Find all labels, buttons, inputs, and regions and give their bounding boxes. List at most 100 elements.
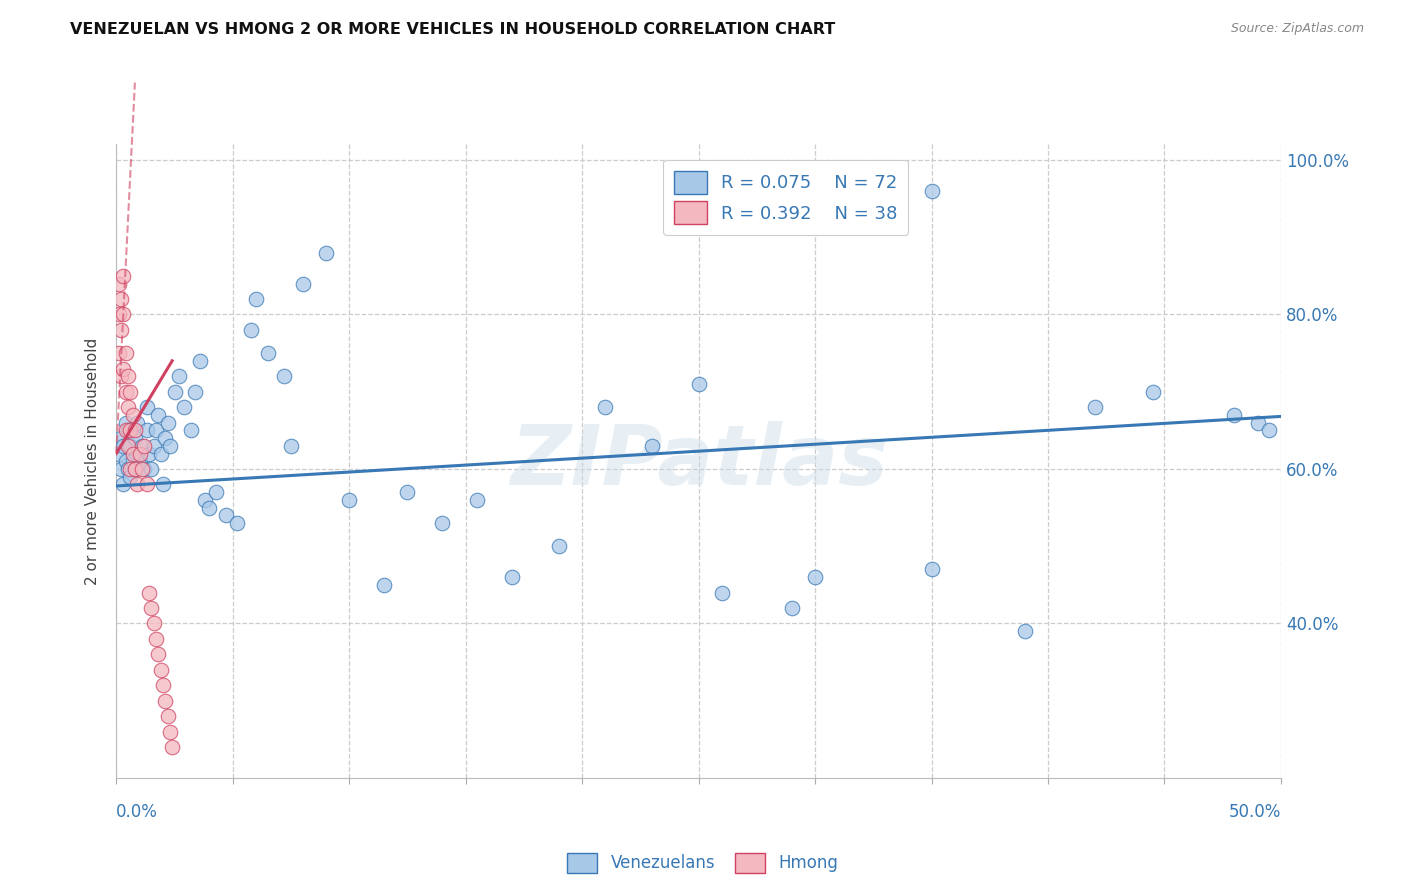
Point	[315, 245, 337, 260]
Point	[851, 215, 873, 229]
Point	[1246, 416, 1268, 430]
Point	[120, 384, 142, 399]
Point	[120, 439, 142, 453]
Point	[159, 724, 181, 739]
Point	[780, 601, 803, 615]
Point	[121, 423, 143, 437]
Point	[145, 423, 167, 437]
Point	[114, 416, 136, 430]
Point	[149, 663, 172, 677]
Point	[156, 709, 179, 723]
Point	[226, 516, 249, 530]
Point	[153, 431, 176, 445]
Point	[205, 485, 228, 500]
Point	[180, 423, 202, 437]
Point	[804, 570, 827, 584]
Point	[114, 423, 136, 437]
Point	[1084, 400, 1107, 414]
Point	[291, 277, 314, 291]
Point	[135, 423, 157, 437]
Point	[337, 492, 360, 507]
Point	[128, 454, 150, 468]
Point	[114, 454, 136, 468]
Point	[595, 400, 617, 414]
Legend: R = 0.075    N = 72, R = 0.392    N = 38: R = 0.075 N = 72, R = 0.392 N = 38	[664, 160, 908, 235]
Point	[131, 439, 153, 453]
Point	[110, 431, 132, 445]
Point	[128, 446, 150, 460]
Y-axis label: 2 or more Vehicles in Household: 2 or more Vehicles in Household	[86, 337, 100, 585]
Point	[135, 400, 157, 414]
Point	[110, 369, 132, 384]
Point	[641, 439, 664, 453]
Point	[117, 400, 139, 414]
Point	[921, 562, 943, 576]
Point	[153, 694, 176, 708]
Point	[396, 485, 419, 500]
Point	[373, 578, 395, 592]
Point	[141, 462, 163, 476]
Point	[688, 376, 710, 391]
Point	[112, 477, 135, 491]
Point	[107, 307, 129, 321]
Point	[127, 416, 149, 430]
Point	[110, 462, 132, 476]
Point	[160, 740, 183, 755]
Point	[159, 439, 181, 453]
Point	[124, 462, 146, 476]
Text: 0.0%: 0.0%	[117, 804, 157, 822]
Point	[167, 369, 190, 384]
Point	[138, 585, 160, 599]
Point	[107, 346, 129, 360]
Point	[173, 400, 195, 414]
Point	[184, 384, 207, 399]
Point	[110, 292, 132, 306]
Point	[121, 454, 143, 468]
Text: 50.0%: 50.0%	[1229, 804, 1281, 822]
Legend: Venezuelans, Hmong: Venezuelans, Hmong	[561, 847, 845, 880]
Point	[141, 601, 163, 615]
Point	[120, 423, 142, 437]
Point	[194, 492, 217, 507]
Point	[465, 492, 488, 507]
Point	[256, 346, 278, 360]
Text: VENEZUELAN VS HMONG 2 OR MORE VEHICLES IN HOUSEHOLD CORRELATION CHART: VENEZUELAN VS HMONG 2 OR MORE VEHICLES I…	[70, 22, 835, 37]
Point	[188, 353, 211, 368]
Point	[112, 361, 135, 376]
Point	[1258, 423, 1281, 437]
Point	[152, 477, 174, 491]
Point	[710, 585, 733, 599]
Point	[110, 323, 132, 337]
Point	[114, 384, 136, 399]
Point	[107, 446, 129, 460]
Point	[156, 416, 179, 430]
Point	[134, 462, 156, 476]
Point	[1142, 384, 1164, 399]
Point	[921, 184, 943, 198]
Text: Source: ZipAtlas.com: Source: ZipAtlas.com	[1230, 22, 1364, 36]
Point	[240, 323, 263, 337]
Point	[138, 446, 160, 460]
Point	[280, 439, 302, 453]
Point	[142, 616, 165, 631]
Point	[152, 678, 174, 692]
Point	[148, 648, 170, 662]
Point	[114, 346, 136, 360]
Text: ZIPatlas: ZIPatlas	[510, 421, 887, 501]
Point	[124, 423, 146, 437]
Point	[134, 439, 156, 453]
Point	[112, 307, 135, 321]
Point	[117, 369, 139, 384]
Point	[107, 277, 129, 291]
Point	[148, 408, 170, 422]
Point	[1223, 408, 1246, 422]
Point	[117, 462, 139, 476]
Point	[135, 477, 157, 491]
Point	[245, 292, 267, 306]
Point	[432, 516, 454, 530]
Point	[127, 477, 149, 491]
Point	[215, 508, 238, 523]
Point	[124, 462, 146, 476]
Point	[145, 632, 167, 646]
Point	[1014, 624, 1036, 639]
